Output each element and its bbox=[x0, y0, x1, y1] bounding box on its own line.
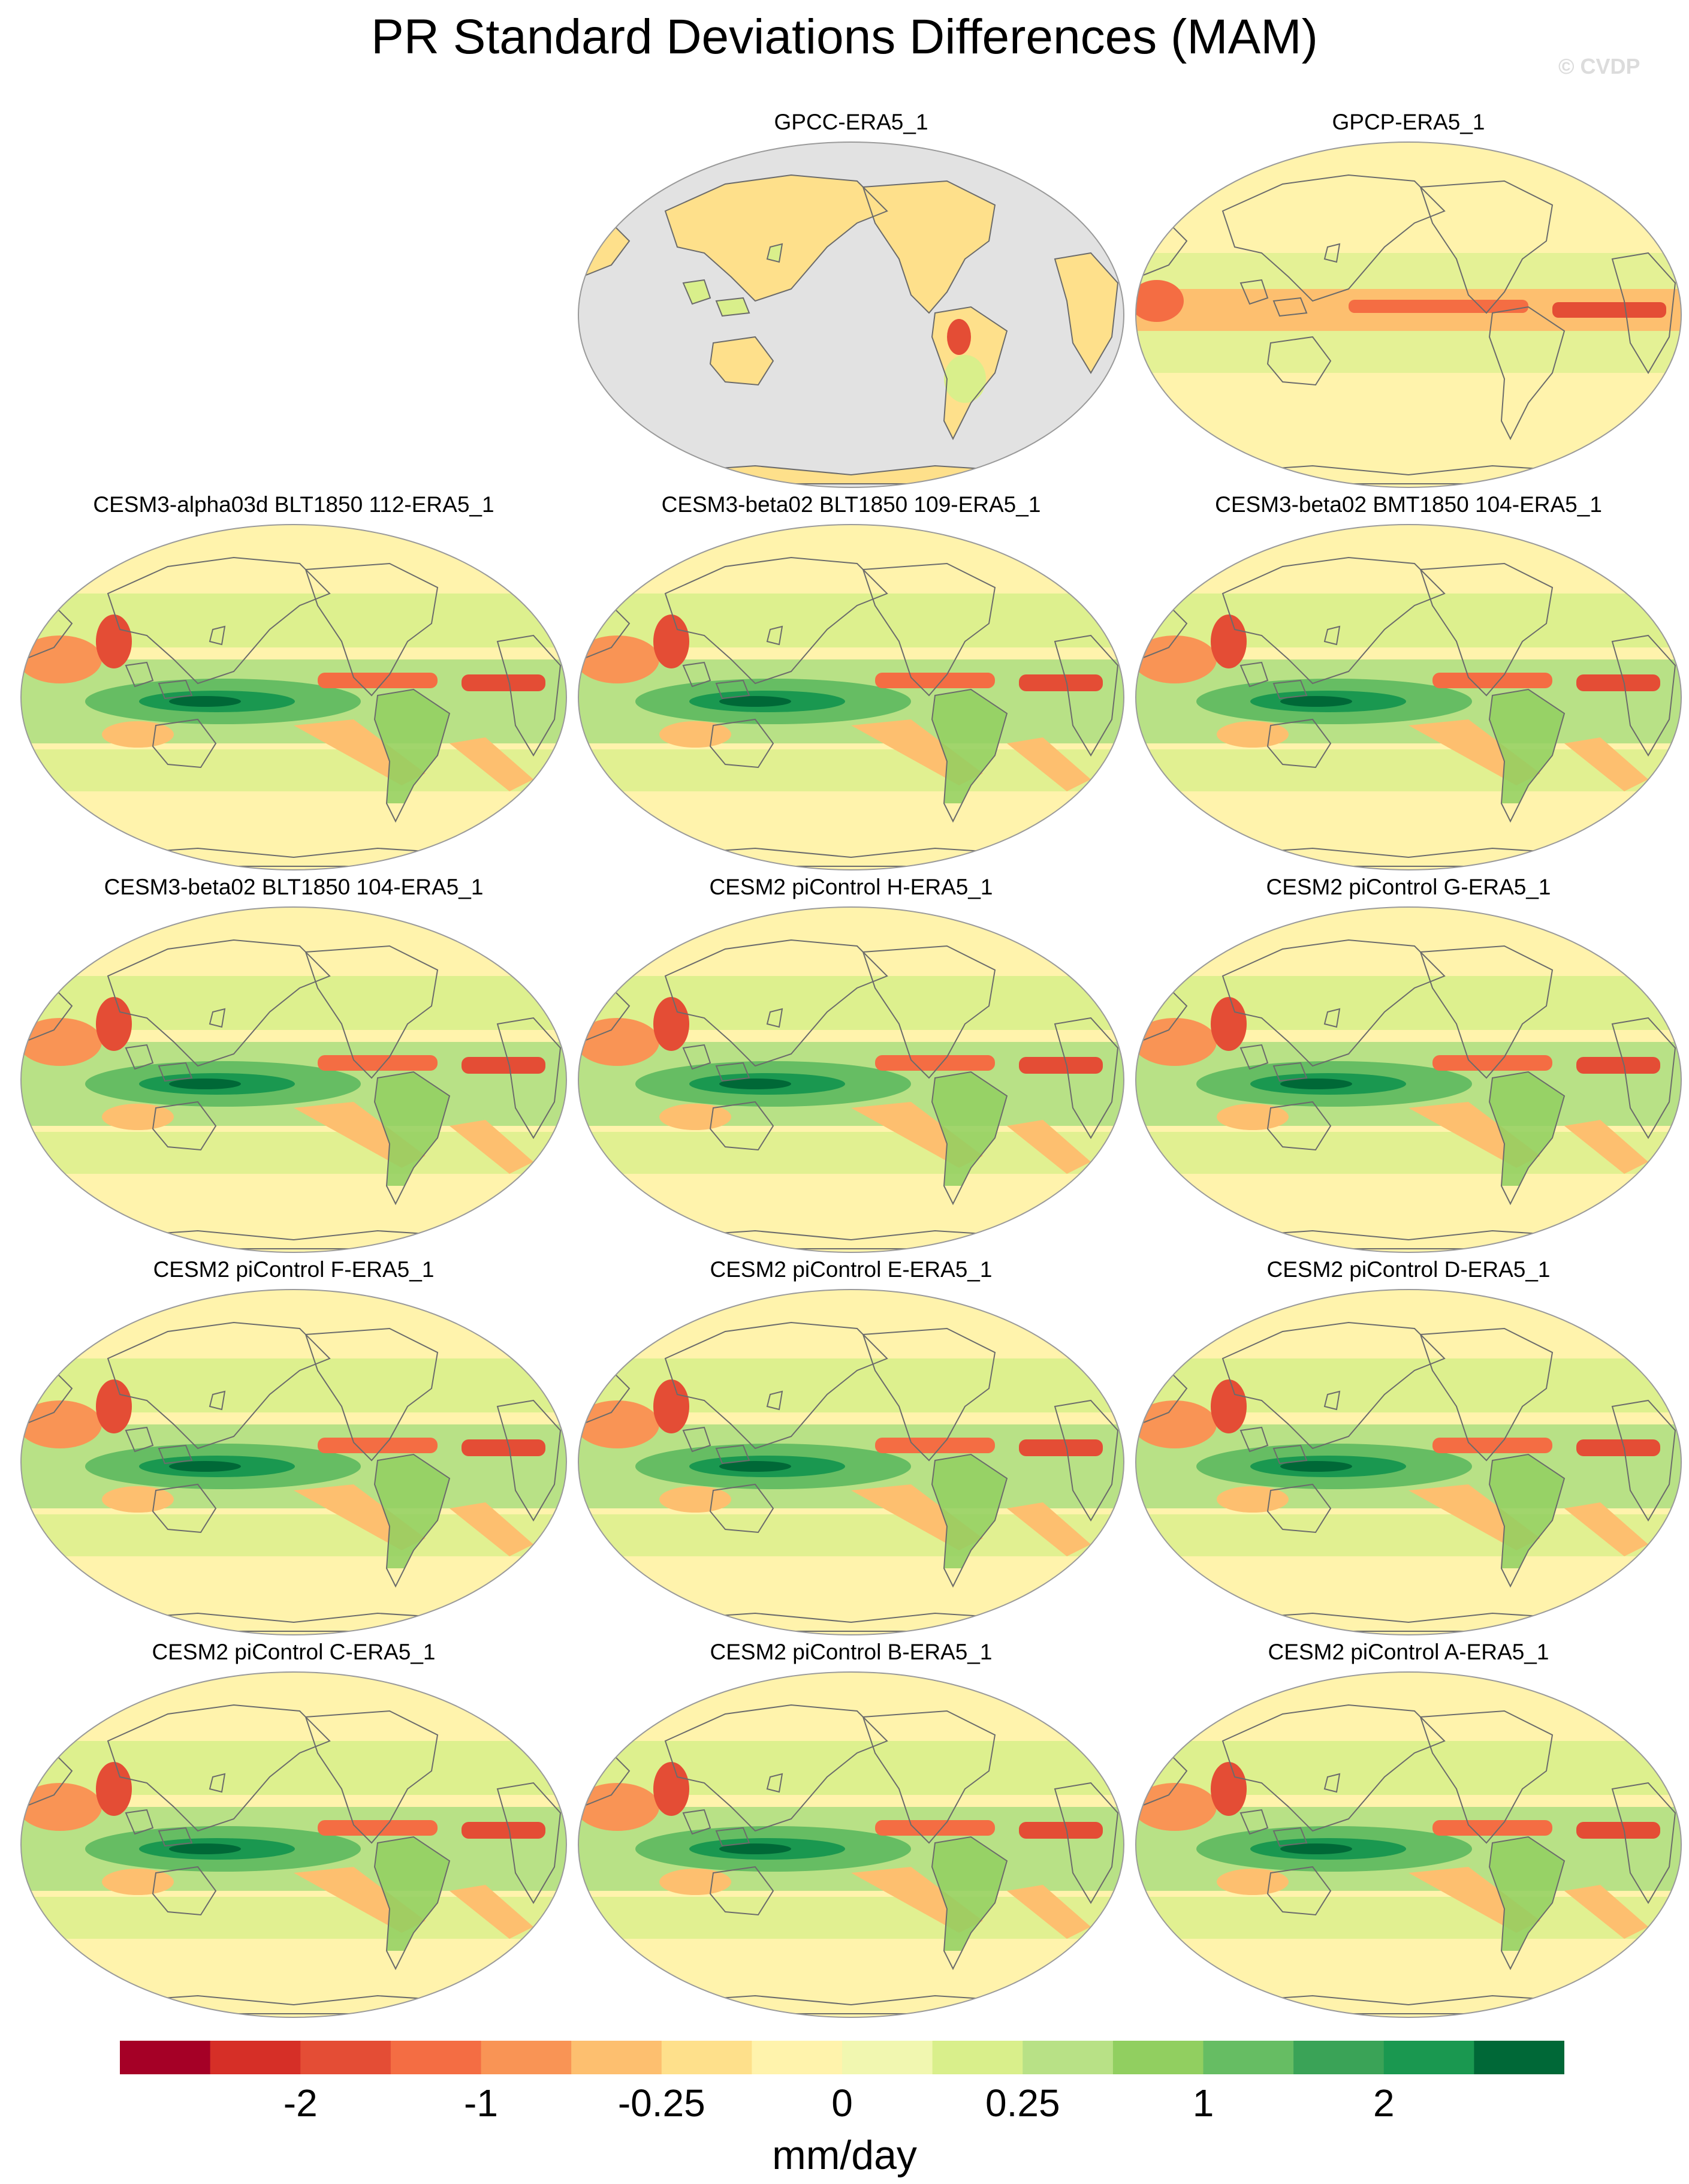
panel-title: CESM3-beta02 BLT1850 104-ERA5_1 bbox=[104, 875, 484, 899]
colorbar-swatch bbox=[481, 2041, 572, 2074]
map-field bbox=[21, 1290, 566, 1635]
map-panel: CESM2 piControl B-ERA5_1 bbox=[575, 1638, 1127, 2022]
colorbar-swatch bbox=[1023, 2041, 1114, 2074]
map-panel: CESM2 piControl E-ERA5_1 bbox=[575, 1255, 1127, 1639]
colorbar-swatches bbox=[120, 2041, 1565, 2074]
map-border bbox=[20, 524, 567, 870]
map-panel: CESM2 piControl A-ERA5_1 bbox=[1133, 1638, 1684, 2022]
map-field bbox=[1136, 1290, 1681, 1635]
map-panel: CESM2 piControl G-ERA5_1 bbox=[1133, 873, 1684, 1257]
map-border bbox=[1135, 524, 1682, 870]
panel-title: CESM2 piControl F-ERA5_1 bbox=[153, 1257, 435, 1282]
map-border bbox=[20, 1671, 567, 2018]
colorbar-swatch bbox=[1293, 2041, 1385, 2074]
panel-title: CESM2 piControl E-ERA5_1 bbox=[710, 1257, 993, 1282]
map-panel: CESM2 piControl H-ERA5_1 bbox=[575, 873, 1127, 1257]
map-panel: CESM2 piControl C-ERA5_1 bbox=[18, 1638, 569, 2022]
map-field bbox=[21, 907, 566, 1252]
robinson-map bbox=[20, 524, 567, 870]
map-panel: CESM3-beta02 BMT1850 104-ERA5_1 bbox=[1133, 490, 1684, 874]
colorbar-swatch bbox=[661, 2041, 752, 2074]
colorbar-tick-label: 1 bbox=[1192, 2081, 1214, 2125]
robinson-map bbox=[1135, 524, 1682, 870]
panel-title: GPCP-ERA5_1 bbox=[1332, 110, 1485, 134]
robinson-map bbox=[578, 906, 1124, 1253]
colorbar-tick-label: -2 bbox=[283, 2081, 318, 2125]
colorbar-swatch bbox=[300, 2041, 391, 2074]
colorbar-swatch bbox=[1203, 2041, 1294, 2074]
robinson-map bbox=[578, 1671, 1124, 2018]
colorbar-swatch bbox=[842, 2041, 933, 2074]
map-field bbox=[578, 1290, 1124, 1635]
colorbar-tick-label: 0 bbox=[831, 2081, 853, 2125]
panel-title: CESM2 piControl B-ERA5_1 bbox=[710, 1640, 993, 1664]
map-border bbox=[578, 906, 1124, 1253]
colorbar-tick-label: -1 bbox=[464, 2081, 498, 2125]
robinson-map bbox=[1135, 1671, 1682, 2018]
map-field bbox=[578, 525, 1124, 870]
colorbar-swatch bbox=[1112, 2041, 1204, 2074]
colorbar-swatch bbox=[1383, 2041, 1474, 2074]
colorbar-tick-label: -0.25 bbox=[617, 2081, 705, 2125]
colorbar-swatch bbox=[210, 2041, 301, 2074]
panel-title: CESM3-beta02 BLT1850 109-ERA5_1 bbox=[661, 492, 1041, 517]
map-border bbox=[1135, 1671, 1682, 2018]
figure-title: PR Standard Deviations Differences (MAM) bbox=[371, 10, 1318, 64]
map-field bbox=[21, 1672, 566, 2017]
map-border bbox=[1135, 141, 1682, 488]
robinson-map bbox=[1135, 1289, 1682, 1635]
map-border bbox=[578, 524, 1124, 870]
map-panel: GPCC-ERA5_1 bbox=[575, 108, 1127, 492]
robinson-map bbox=[20, 906, 567, 1253]
robinson-map bbox=[1135, 906, 1682, 1253]
map-field bbox=[578, 907, 1124, 1252]
map-panel: CESM3-beta02 BLT1850 104-ERA5_1 bbox=[18, 873, 569, 1257]
panel-title: CESM3-beta02 BMT1850 104-ERA5_1 bbox=[1215, 492, 1602, 517]
cvdp-watermark: © CVDP bbox=[1558, 54, 1640, 79]
map-border bbox=[20, 906, 567, 1253]
robinson-map bbox=[578, 141, 1124, 488]
map-border bbox=[1135, 1289, 1682, 1635]
colorbar-tick-label: 2 bbox=[1373, 2081, 1395, 2125]
robinson-map bbox=[20, 1289, 567, 1635]
panel-title: CESM2 piControl G-ERA5_1 bbox=[1266, 875, 1551, 899]
map-border bbox=[578, 141, 1124, 488]
colorbar-swatch bbox=[390, 2041, 482, 2074]
map-field bbox=[1136, 525, 1681, 870]
map-field bbox=[1136, 907, 1681, 1252]
map-border bbox=[20, 1289, 567, 1635]
colorbar-units-label: mm/day bbox=[772, 2132, 917, 2178]
map-field bbox=[578, 1672, 1124, 2017]
map-border bbox=[1135, 906, 1682, 1253]
robinson-map bbox=[578, 524, 1124, 870]
panel-title: GPCC-ERA5_1 bbox=[774, 110, 928, 134]
colorbar-tick-label: 0.25 bbox=[985, 2081, 1060, 2125]
panel-title: CESM3-alpha03d BLT1850 112-ERA5_1 bbox=[93, 492, 494, 517]
robinson-map bbox=[1135, 141, 1682, 488]
colorbar-swatch bbox=[752, 2041, 843, 2074]
map-field bbox=[21, 525, 566, 870]
colorbar-swatch bbox=[571, 2041, 662, 2074]
map-panel: CESM3-beta02 BLT1850 109-ERA5_1 bbox=[575, 490, 1127, 874]
robinson-map bbox=[578, 1289, 1124, 1635]
map-field bbox=[578, 142, 1124, 487]
map-field bbox=[1136, 1672, 1681, 2017]
map-panel: CESM2 piControl D-ERA5_1 bbox=[1133, 1255, 1684, 1639]
colorbar bbox=[120, 2041, 1565, 2074]
robinson-map bbox=[20, 1671, 567, 2018]
panel-title: CESM2 piControl C-ERA5_1 bbox=[152, 1640, 436, 1664]
map-field bbox=[1136, 142, 1681, 487]
panel-title: CESM2 piControl A-ERA5_1 bbox=[1268, 1640, 1549, 1664]
panel-title: CESM2 piControl D-ERA5_1 bbox=[1266, 1257, 1551, 1282]
map-panel: GPCP-ERA5_1 bbox=[1133, 108, 1684, 492]
panel-title: CESM2 piControl H-ERA5_1 bbox=[709, 875, 993, 899]
map-border bbox=[578, 1671, 1124, 2018]
map-panel: CESM3-alpha03d BLT1850 112-ERA5_1 bbox=[18, 490, 569, 874]
colorbar-swatch bbox=[1474, 2041, 1565, 2074]
map-border bbox=[578, 1289, 1124, 1635]
colorbar-swatch bbox=[932, 2041, 1023, 2074]
colorbar-swatch bbox=[120, 2041, 211, 2074]
map-panel: CESM2 piControl F-ERA5_1 bbox=[18, 1255, 569, 1639]
